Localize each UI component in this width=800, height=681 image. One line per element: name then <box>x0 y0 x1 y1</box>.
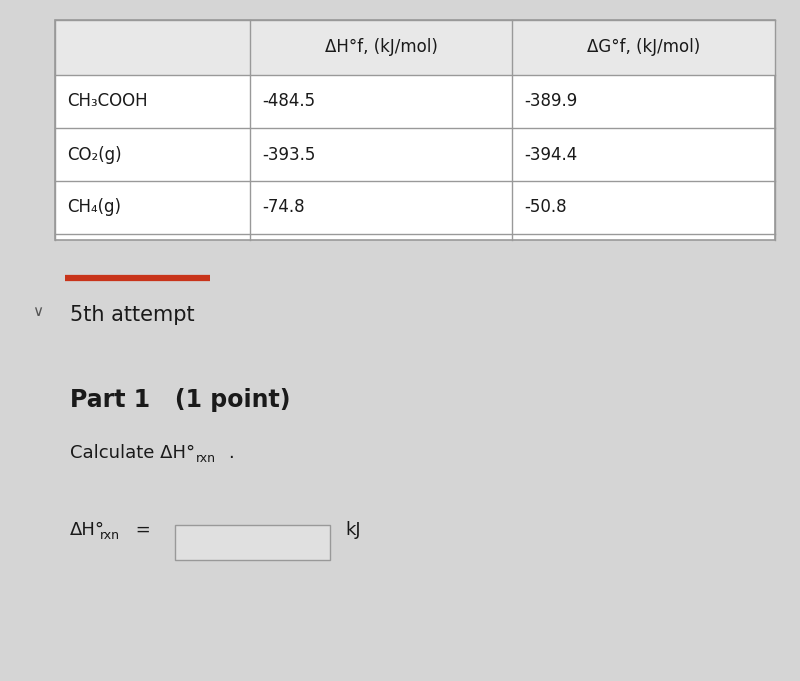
Text: Part 1   (1 point): Part 1 (1 point) <box>70 388 290 412</box>
Bar <box>55 20 775 240</box>
Bar <box>55 20 775 75</box>
Text: ΔH°f, (kJ/mol): ΔH°f, (kJ/mol) <box>325 39 438 57</box>
Text: rxn: rxn <box>196 452 216 465</box>
Text: kJ: kJ <box>345 521 361 539</box>
Bar <box>175 525 330 560</box>
Text: CH₄(g): CH₄(g) <box>67 198 121 217</box>
Text: Calculate ΔH°: Calculate ΔH° <box>70 444 195 462</box>
Text: rxn: rxn <box>100 529 120 542</box>
Text: -393.5: -393.5 <box>262 146 315 163</box>
Text: -389.9: -389.9 <box>524 93 578 110</box>
Text: -50.8: -50.8 <box>524 198 566 217</box>
Text: CH₃COOH: CH₃COOH <box>67 93 148 110</box>
Text: CO₂(g): CO₂(g) <box>67 146 122 163</box>
Text: -484.5: -484.5 <box>262 93 315 110</box>
Text: -394.4: -394.4 <box>524 146 578 163</box>
Text: -74.8: -74.8 <box>262 198 305 217</box>
Text: 5th attempt: 5th attempt <box>70 305 194 325</box>
Text: ∨: ∨ <box>33 304 43 319</box>
Text: ΔG°f, (kJ/mol): ΔG°f, (kJ/mol) <box>587 39 700 57</box>
Text: ΔH°: ΔH° <box>70 521 105 539</box>
Text: =: = <box>130 521 150 539</box>
Text: .: . <box>228 444 234 462</box>
